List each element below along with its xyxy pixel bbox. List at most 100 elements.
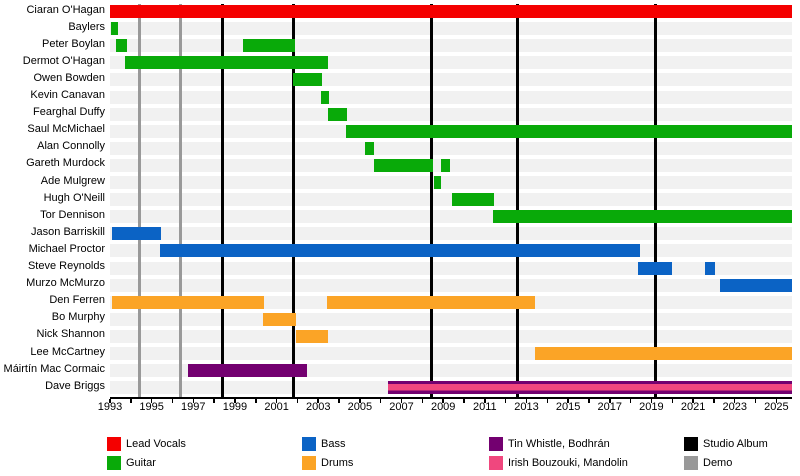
tenure-bar-guitar: [293, 73, 323, 87]
timeline-row-band: [110, 227, 792, 241]
tenure-bar-guitar: [441, 158, 451, 172]
tenure-bar-guitar: [365, 141, 375, 155]
x-axis-year-label: 2009: [430, 401, 456, 413]
x-axis-year-label: 1999: [222, 401, 248, 413]
member-name-label: Hugh O'Neill: [43, 191, 105, 204]
member-name-label: Steve Reynolds: [27, 260, 105, 272]
x-axis-year-label: 2013: [514, 401, 539, 413]
x-axis-tick: [109, 399, 111, 403]
x-axis-tick: [379, 399, 382, 403]
timeline-row-band: [110, 193, 792, 207]
tenure-bar-guitar: [433, 176, 442, 190]
member-name-label: Ciaran O'Hagan: [26, 3, 105, 16]
x-axis-tick: [171, 399, 174, 403]
timeline-row-band: [110, 278, 792, 292]
x-axis-tick: [150, 399, 153, 403]
timeline-row-band: [110, 141, 792, 155]
member-name-label: Peter Boylan: [42, 37, 105, 50]
x-axis-tick: [130, 399, 132, 403]
x-axis-year-label: 2005: [347, 401, 373, 413]
tenure-bar-drums: [112, 295, 265, 309]
tenure-bar-bass: [112, 227, 161, 241]
legend-label-demo_line: Demo: [703, 457, 733, 469]
x-axis-year-label: 2007: [389, 401, 414, 413]
tenure-bar-bass: [159, 244, 640, 258]
studio-album-line: [220, 4, 224, 397]
legend-label-lead_vocals: Lead Vocals: [126, 438, 186, 450]
studio-album-line: [291, 4, 295, 397]
timeline-row-band: [110, 261, 792, 275]
tenure-bar-bass: [720, 278, 792, 292]
tenure-bar-guitar: [327, 107, 348, 121]
member-name-label: Alan Connolly: [37, 140, 105, 153]
x-axis-year-label: 2023: [722, 401, 747, 413]
x-axis-tick: [213, 399, 215, 403]
demo-release-line: [179, 4, 183, 397]
x-axis-line: [110, 397, 792, 399]
tenure-bar-drums: [326, 295, 535, 309]
x-axis-tick: [504, 399, 507, 403]
x-axis-tick: [442, 399, 444, 403]
x-axis-year-label: 1995: [139, 401, 164, 413]
studio-album-line: [515, 4, 519, 397]
x-axis-year-label: 1997: [181, 401, 206, 413]
studio-album-line: [430, 4, 434, 397]
timeline-row-band: [110, 22, 792, 36]
x-axis-tick: [317, 399, 319, 403]
timeline-row-band: [110, 312, 792, 326]
timeline-row-band: [110, 176, 792, 190]
x-axis-year-label: 2019: [639, 401, 664, 413]
tenure-bar-guitar: [111, 22, 119, 36]
x-axis-year-label: 2015: [555, 401, 581, 413]
x-axis-tick: [588, 399, 590, 403]
tenure-bar-drums: [295, 329, 329, 343]
x-axis-tick: [650, 399, 653, 403]
x-axis-tick: [359, 399, 361, 403]
legend-swatch-lead_vocals: [107, 437, 121, 451]
member-name-label: Jason Barriskill: [31, 225, 105, 238]
x-axis-tick: [525, 399, 528, 403]
tenure-bar-lead_vocals: [110, 5, 792, 19]
x-axis-year-label: 2021: [680, 401, 706, 413]
timeline-row-band: [110, 158, 792, 172]
x-axis-tick: [754, 399, 757, 403]
x-axis-tick: [296, 399, 299, 403]
timeline-row-band: [110, 73, 792, 87]
tenure-bar-guitar: [374, 158, 433, 172]
legend-swatch-album_line: [684, 437, 698, 451]
x-axis-tick: [609, 399, 611, 403]
tenure-bar-tin_whistle-bouzouki: [388, 381, 792, 395]
x-axis-tick: [192, 399, 195, 403]
x-axis-tick: [733, 399, 736, 403]
x-axis-tick: [338, 399, 340, 403]
member-name-label: Fearghal Duffy: [33, 106, 105, 119]
tenure-bar-guitar: [346, 124, 792, 138]
member-name-label: Gareth Murdock: [26, 157, 105, 170]
x-axis-year-label: 2017: [597, 401, 623, 413]
timeline-row-band: [110, 90, 792, 104]
x-axis-tick: [275, 399, 278, 403]
x-axis-tick: [421, 399, 424, 403]
x-axis-year-label: 2011: [473, 401, 497, 413]
legend-label-album_line: Studio Album: [703, 438, 768, 450]
tenure-bar-bass: [637, 261, 673, 275]
member-name-label: Owen Bowden: [33, 71, 105, 84]
member-name-label: Máirtín Mac Cormaic: [3, 362, 105, 375]
member-name-label: Dave Briggs: [45, 379, 105, 392]
legend-label-drums: Drums: [321, 457, 354, 469]
x-axis-tick: [671, 399, 673, 403]
timeline-row-band: [110, 39, 792, 53]
legend-swatch-drums: [302, 456, 316, 470]
x-axis-tick: [567, 399, 569, 403]
tenure-bar-guitar: [493, 210, 792, 224]
tenure-bar-guitar: [124, 56, 328, 70]
tenure-bar-tin_whistle: [188, 364, 307, 378]
member-name-label: Baylers: [68, 20, 105, 33]
member-name-label: Kevin Canavan: [30, 89, 105, 101]
member-name-label: Murzo McMurzo: [26, 277, 105, 290]
x-axis-tick: [713, 399, 715, 403]
timeline-row-band: [110, 329, 792, 343]
tenure-bar-guitar: [116, 39, 127, 53]
legend-swatch-demo_line: [684, 456, 698, 470]
x-axis-tick: [255, 399, 257, 403]
